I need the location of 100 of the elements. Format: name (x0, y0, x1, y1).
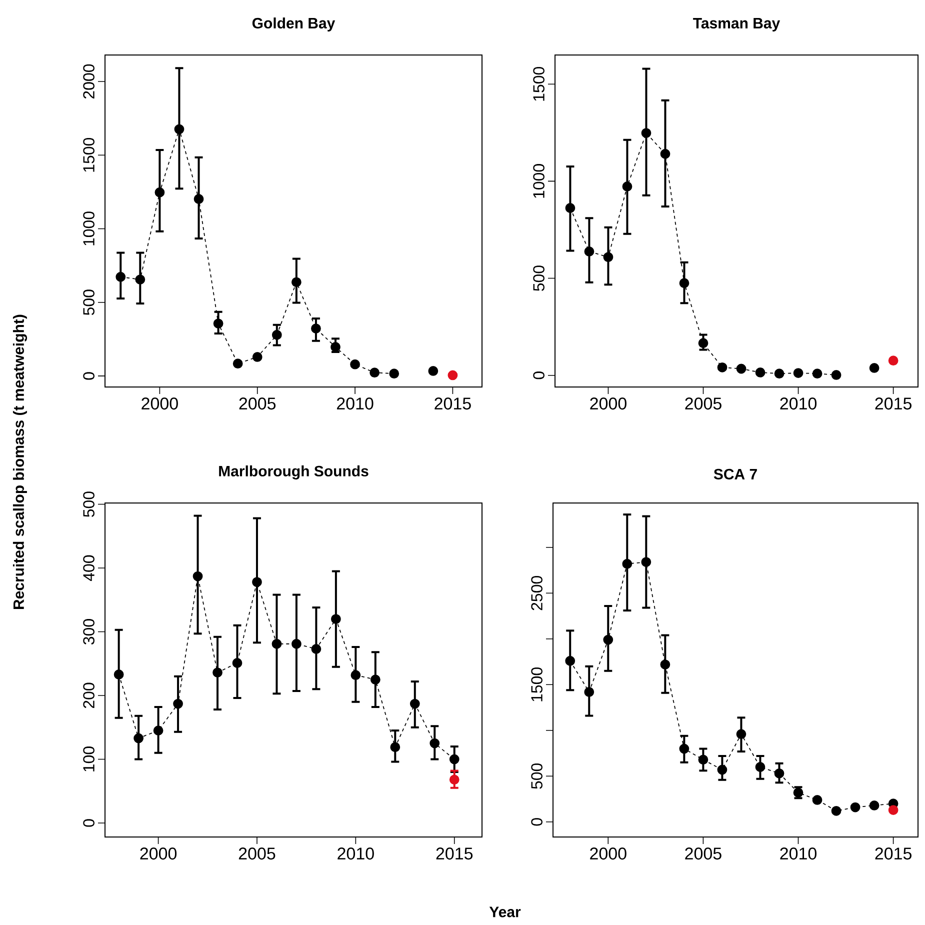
y-tick-label: 1500 (531, 667, 542, 702)
x-tick-label: 2000 (590, 848, 626, 860)
point (428, 366, 438, 376)
point (311, 324, 321, 334)
y-tick-label: 200 (83, 682, 94, 708)
x-tick-label: 2015 (436, 848, 473, 860)
point (291, 277, 302, 288)
point (448, 370, 458, 380)
point (660, 660, 670, 670)
point (641, 128, 652, 138)
point (134, 733, 144, 744)
point (812, 795, 822, 805)
point (154, 187, 165, 198)
point (850, 802, 860, 812)
point (717, 764, 728, 775)
chart-title: Tasman Bay (693, 18, 780, 32)
x-tick-label: 2015 (875, 848, 912, 860)
point (888, 356, 898, 366)
y-tick-label: 2500 (531, 576, 542, 610)
point (410, 698, 420, 709)
point (869, 800, 880, 810)
x-tick-label: 2000 (142, 398, 178, 410)
x-tick-label: 2010 (336, 398, 374, 410)
point (755, 367, 766, 378)
y-tick-label: 0 (533, 372, 544, 380)
y-tick-label: 500 (83, 290, 94, 316)
point (584, 246, 594, 256)
point (812, 368, 822, 379)
point (174, 124, 184, 134)
point (641, 557, 652, 567)
point (292, 638, 302, 649)
point (869, 363, 880, 373)
point (584, 687, 594, 697)
x-tick-label: 2005 (239, 398, 276, 410)
point (389, 368, 400, 379)
y-tick-label: 2000 (83, 64, 94, 98)
point (311, 644, 322, 654)
point (153, 726, 164, 736)
point (114, 670, 124, 680)
point (660, 148, 670, 159)
point (774, 768, 784, 778)
point (135, 274, 146, 284)
point (679, 278, 690, 288)
y-tick-label: 400 (83, 555, 94, 582)
x-tick-label: 2005 (685, 398, 722, 410)
chart-title: Golden Bay (252, 17, 336, 32)
point (449, 754, 460, 764)
x-tick-label: 2010 (338, 848, 374, 860)
x-tick-label: 2000 (590, 398, 626, 410)
x-tick-label: 2005 (685, 848, 722, 860)
x-tick-label: 2005 (238, 848, 276, 860)
point (565, 656, 576, 666)
point (350, 670, 361, 680)
point (213, 318, 224, 328)
point (603, 252, 614, 262)
point (888, 805, 898, 815)
point (774, 368, 784, 379)
y-tick-label: 1500 (533, 66, 544, 101)
point (252, 352, 262, 362)
y-tick-label: 1500 (83, 138, 94, 172)
point (430, 738, 440, 748)
point (565, 203, 576, 213)
y-tick-label: 100 (83, 746, 94, 772)
point (831, 806, 842, 816)
x-tick-label: 2015 (434, 398, 471, 410)
y-axis-title: Recruited scallop biomass (t meatweight) (12, 314, 28, 609)
point (330, 614, 341, 624)
point (622, 181, 632, 192)
point (679, 744, 690, 754)
y-tick-label: 1000 (83, 212, 94, 246)
point (370, 674, 380, 685)
point (736, 729, 746, 740)
point (173, 698, 183, 709)
point (330, 342, 340, 352)
y-tick-label: 500 (83, 492, 94, 517)
x-axis-title: Year (489, 906, 521, 918)
point (736, 364, 746, 374)
chart-title: SCA 7 (714, 468, 757, 480)
y-tick-label: 500 (531, 763, 542, 789)
point (622, 558, 632, 569)
point (698, 754, 708, 765)
point (194, 194, 204, 204)
point (698, 338, 708, 348)
point (116, 272, 126, 282)
x-tick-label: 2010 (780, 848, 816, 860)
y-tick-label: 0 (83, 372, 94, 380)
y-tick-label: 1000 (533, 164, 544, 198)
point (370, 368, 380, 378)
point (603, 634, 614, 645)
point (232, 658, 242, 668)
point (252, 577, 262, 587)
point (350, 359, 360, 370)
point (390, 742, 400, 752)
y-tick-label: 0 (531, 818, 542, 826)
x-tick-label: 2015 (875, 398, 912, 410)
y-tick-label: 500 (533, 266, 544, 291)
point (449, 774, 460, 785)
point (192, 571, 203, 582)
y-tick-label: 300 (83, 619, 94, 644)
y-tick-label: 0 (83, 819, 94, 827)
